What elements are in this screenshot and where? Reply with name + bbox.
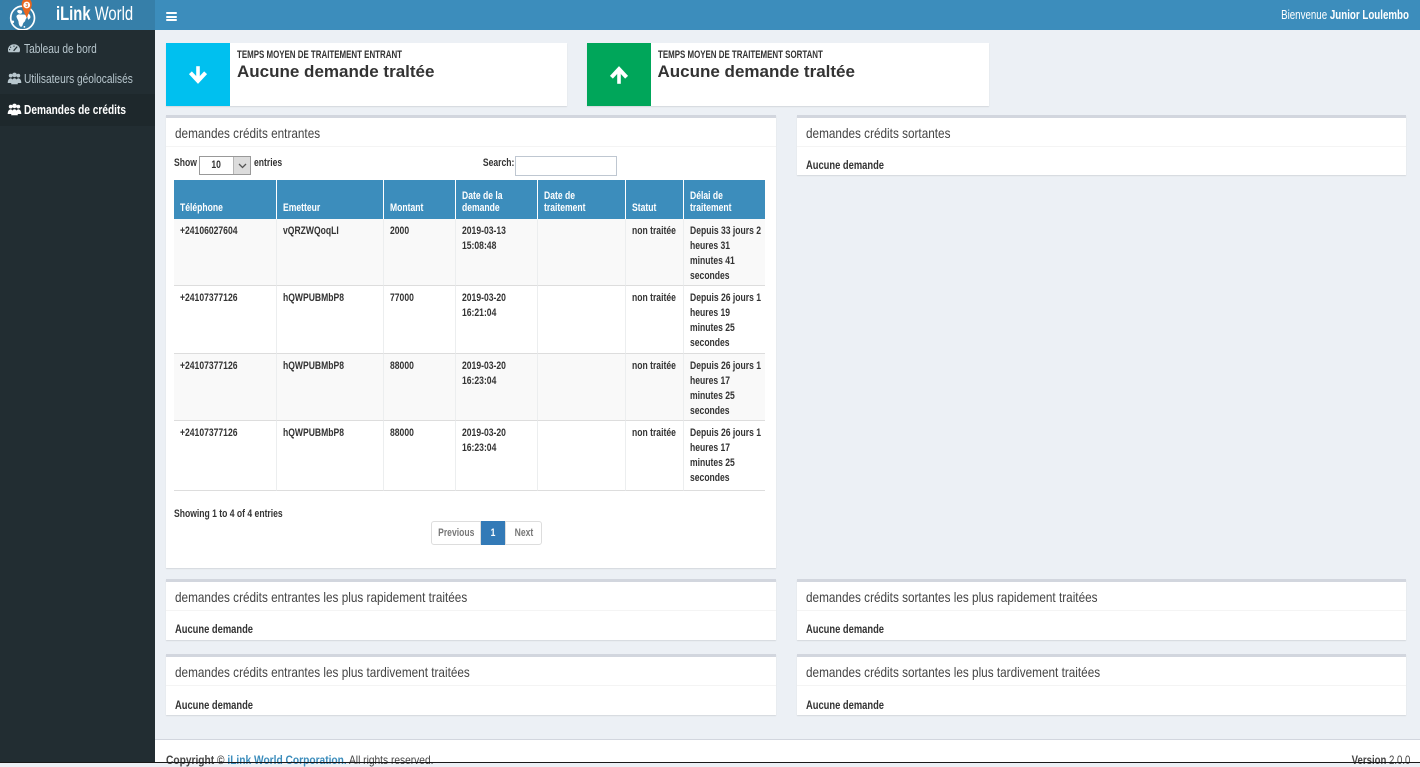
svg-text:3: 3 (25, 3, 28, 9)
